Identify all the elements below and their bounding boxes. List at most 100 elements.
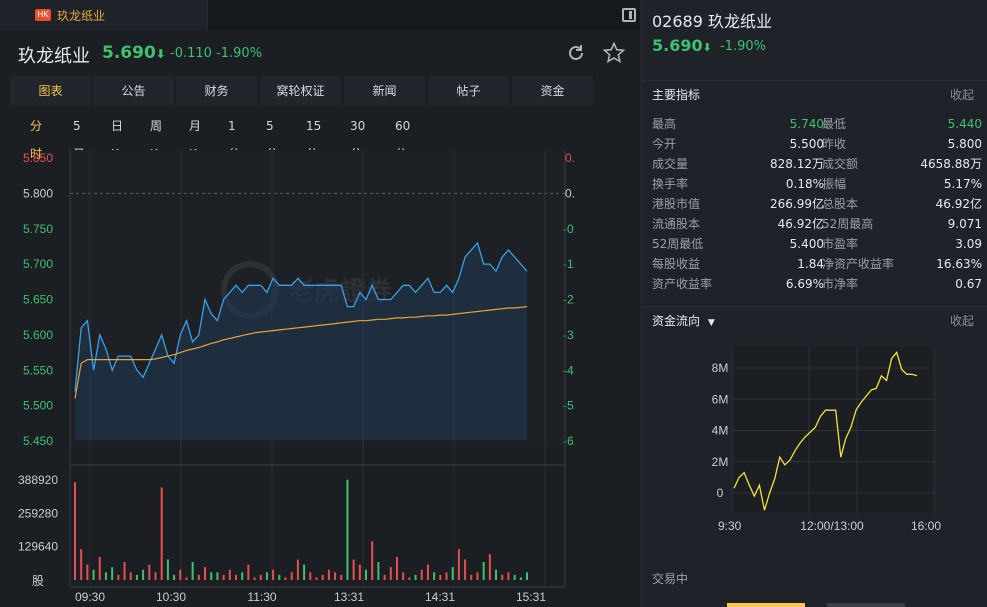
percent-tick-label: -1.72% [563,257,575,271]
metrics-row: 资产收益率 6.69% 市净率 0.67 [652,274,984,294]
tab-capital[interactable]: 资金 [512,76,594,106]
flow-title[interactable]: 资金流向 [652,314,701,328]
flow-line [733,351,918,511]
metrics-row: 每股收益 1.84 净资产收益率 16.63% [652,254,984,274]
stock-tab[interactable]: HK 玖龙纸业 [0,0,208,30]
metric-value: 5.17% [943,177,982,191]
stock-tab-label: 玖龙纸业 [57,9,106,23]
metrics-row: 换手率 0.18% 振幅 5.17% [652,174,984,194]
bottom-button-sell[interactable] [827,603,905,607]
star-icon[interactable] [602,41,626,65]
info-panel: 02689 玖龙纸业 5.690⬇ -1.90% 主要指标 收起 最高 5.740… [641,0,987,607]
price-tick-label: 5.700 [23,257,53,271]
stock-name: 玖龙纸业 [18,46,90,67]
price-tick-label: 5.850 [23,151,53,165]
metric-label: 港股市值 [652,197,701,211]
capital-flow-chart: 8M 6M 4M 2M 0 9:30 12:00/13:00 16:00 [712,347,941,533]
metric-label: 换手率 [652,177,689,191]
metrics-row: 最高 5.740 最低 5.440 [652,114,984,134]
price-tick-label: 5.450 [23,434,53,448]
metric-value: 3.09 [955,237,982,251]
metrics-row: 港股市值 266.99亿 总股本 46.92亿 [652,194,984,214]
percent-tick-label: -2.59% [563,293,575,307]
metric-value: 46.92亿 [777,217,824,231]
intraday-chart[interactable]: 5.850 0.86% 5.800 0.00% 5.750 -0.86% 5.700 -1.7… [10,140,575,607]
metrics-table: 最高 5.740 最低 5.440 今开 5.500 昨收 5.800 成交量 828.12万… [652,114,984,294]
volume-tick-label: 259280 [18,506,58,520]
price-tick-label: 5.750 [23,222,53,236]
price-tick-label: 5.550 [23,363,53,377]
flow-x-tick-label: 9:30 [718,519,742,533]
metric-label: 资产收益率 [652,277,713,291]
quote-panel: HK 玖龙纸业 玖龙纸业 5.690⬇ -0.110 -1.90% 图表 公告 … [0,0,640,607]
metrics-row: 流通股本 46.92亿 52周最高 9.071 [652,214,984,234]
price-change: -0.110 -1.90% [170,46,262,61]
stock-code: 02689 [652,12,703,31]
metric-value: 5.800 [947,137,982,151]
metric-label: 52周最高 [822,217,874,231]
percent-tick-label: -5.17% [563,399,575,413]
bottom-button-buy[interactable] [727,603,805,607]
metrics-row: 52周最低 5.400 市盈率 3.09 [652,234,984,254]
section-tabs: 图表 公告 财务 窝轮权证 新闻 帖子 资金 [10,76,640,106]
price-tick-label: 5.650 [23,293,53,307]
metric-label: 市盈率 [822,237,859,251]
volume-tick-label: 388920 [18,473,58,487]
change-percent: -1.90% [216,46,263,61]
hk-badge: HK [35,9,51,21]
metric-label: 今开 [652,137,677,151]
percent-tick-label: -3.45% [563,328,575,342]
flow-y-tick-label: 6M [712,392,728,406]
time-tick-label: 13:31 [334,590,364,604]
volume-tick-label: 129640 [18,540,58,554]
metric-value: 828.12万 [770,157,824,171]
tab-financials[interactable]: 财务 [176,76,258,106]
period-intraday[interactable]: 分时 [30,119,43,161]
metrics-collapse-button[interactable]: 收起 [949,88,974,102]
tab-warrants[interactable]: 窝轮权证 [260,76,342,106]
tab-chart[interactable]: 图表 [10,76,92,106]
metrics-row: 成交量 828.12万 成交额 4658.88万 [652,154,984,174]
down-arrow-icon: ⬇ [702,41,712,54]
percent-tick-label: 0.86% [565,151,575,165]
flow-header: 资金流向 ▼ 收起 [642,306,987,334]
metric-value: 16.63% [936,257,982,271]
percent-tick-label: -4.31% [563,363,575,377]
flow-y-tick-label: 0 [717,486,724,500]
metric-label: 成交额 [822,157,859,171]
panel-layout-icon[interactable] [622,8,636,22]
tab-bar: HK 玖龙纸业 [0,0,640,30]
time-tick-label: 10:30 [156,590,186,604]
tab-news[interactable]: 新闻 [344,76,426,106]
metric-value: 9.071 [947,217,982,231]
time-tick-label: 14:31 [425,590,455,604]
tab-posts[interactable]: 帖子 [428,76,510,106]
metric-value: 0.67 [955,277,982,291]
flow-collapse-button[interactable]: 收起 [949,314,974,328]
right-change-percent: -1.90% [720,39,766,54]
metrics-header: 主要指标 收起 [642,80,987,108]
metric-value: 5.500 [789,137,824,151]
metric-value: 5.740 [789,117,824,131]
caret-down-icon[interactable]: ▼ [707,318,715,328]
down-arrow-icon: ⬇ [155,47,166,61]
trading-status: 交易中 [652,572,689,586]
stock-name-right: 玖龙纸业 [708,12,773,31]
time-tick-label: 09:30 [75,590,105,604]
percent-tick-label: -6.03% [563,434,575,448]
change-value: -0.110 [170,46,212,61]
flow-x-tick-label: 16:00 [911,519,941,533]
metric-label: 流通股本 [652,217,701,231]
percent-tick-label: -0.86% [563,222,575,236]
stock-code-name: 02689 玖龙纸业 [652,8,772,32]
flow-y-tick-label: 4M [712,424,728,438]
time-tick-label: 15:31 [516,590,546,604]
metric-label: 总股本 [822,197,859,211]
metric-value: 6.69% [785,277,824,291]
metric-label: 每股收益 [652,257,701,271]
volume-tick-label: 股 [32,574,44,588]
tab-announcements[interactable]: 公告 [93,76,175,106]
metric-label: 市净率 [822,277,859,291]
metric-label: 昨收 [822,137,847,151]
refresh-icon[interactable] [565,42,587,64]
